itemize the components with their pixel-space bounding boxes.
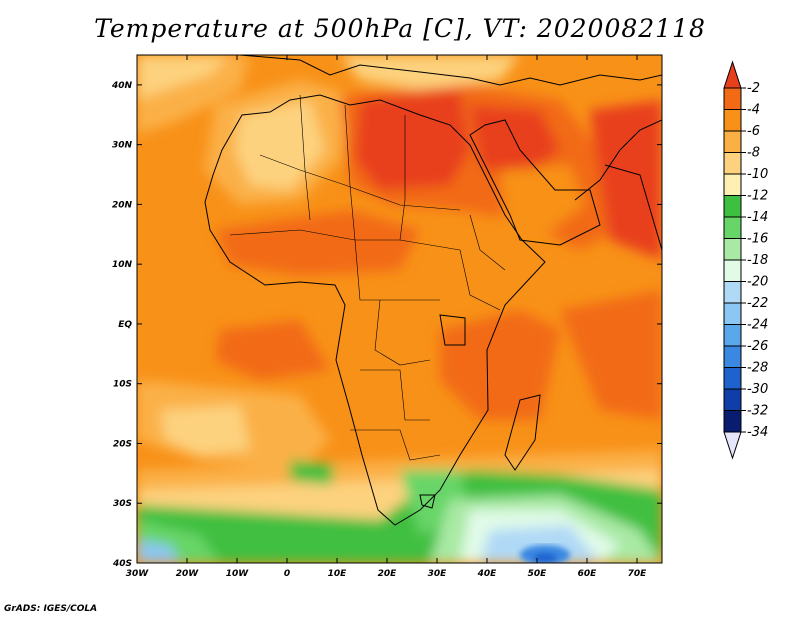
x-tick-label: 0 xyxy=(284,569,290,579)
x-tick-label: 70E xyxy=(628,569,648,579)
colorbar-label: -34 xyxy=(747,425,768,440)
colorbar-label: -14 xyxy=(747,210,768,225)
colorbar-label: -28 xyxy=(747,361,768,376)
y-tick-label: 20S xyxy=(113,439,132,449)
x-tick-label: 30E xyxy=(428,569,448,579)
x-tick-label: 50E xyxy=(528,569,548,579)
x-tick-label: 10E xyxy=(328,569,348,579)
x-tick-label: 30W xyxy=(126,569,150,579)
colorbar-swatch xyxy=(723,324,742,347)
y-tick-label: EQ xyxy=(118,320,132,330)
colorbar-label: -4 xyxy=(747,103,760,118)
colorbar-swatch xyxy=(723,302,742,325)
x-tick-label: 40E xyxy=(477,569,498,579)
y-axis: 40S 30S 20S 10S EQ 10N 20N 30N 40N xyxy=(111,81,662,569)
x-tick-label: 10W xyxy=(226,569,250,579)
y-tick-label: 40N xyxy=(111,81,133,91)
colorbar-swatch xyxy=(723,367,742,390)
colorbar-swatch xyxy=(723,410,742,433)
colorbar-swatch xyxy=(723,109,742,132)
y-tick-label: 10N xyxy=(112,260,133,270)
colorbar-label: -12 xyxy=(747,189,768,204)
colorbar-swatch xyxy=(723,281,742,304)
x-tick-label: 20E xyxy=(378,569,398,579)
colorbar-label: -18 xyxy=(747,253,768,268)
grads-credit: GrADS: IGES/COLA xyxy=(4,604,98,614)
colorbar-swatch xyxy=(723,345,742,368)
colorbar-bottom-arrow xyxy=(723,431,742,460)
colorbar-label: -30 xyxy=(747,382,768,397)
y-tick-label: 40S xyxy=(112,559,132,569)
colorbar-swatch xyxy=(723,87,742,110)
colorbar: -2 -4 -6 -8 -10 -12 -14 -16 -18 -20 -22 -24 -26 -28 -3… xyxy=(723,60,768,460)
y-tick-label: 30S xyxy=(113,499,132,509)
colorbar-swatch xyxy=(723,195,742,218)
colorbar-swatch xyxy=(723,152,742,175)
x-axis: 30W 20W 10W 0 10E 20E 30E 40E 50E 60E 70E xyxy=(126,55,647,579)
y-tick-label: 10S xyxy=(113,380,132,390)
chart-title: Temperature at 500hPa [C], VT: 202008211… xyxy=(94,14,706,43)
colorbar-label: -22 xyxy=(747,296,768,311)
colorbar-label: -16 xyxy=(747,232,768,247)
y-tick-label: 20N xyxy=(112,200,133,210)
colorbar-label: -24 xyxy=(747,318,768,333)
colorbar-label: -6 xyxy=(747,124,760,139)
y-tick-label: 30N xyxy=(112,141,133,151)
colorbar-swatch xyxy=(723,259,742,282)
colorbar-label: -8 xyxy=(747,146,760,161)
colorbar-label: -2 xyxy=(747,81,760,96)
x-tick-label: 20W xyxy=(176,569,200,579)
colorbar-label: -20 xyxy=(747,275,768,290)
colorbar-swatch xyxy=(723,216,742,239)
colorbar-top-arrow xyxy=(723,60,742,89)
colorbar-swatch xyxy=(723,388,742,411)
coastline-layer xyxy=(204,55,662,526)
colorbar-label: -26 xyxy=(747,339,768,354)
colorbar-swatch xyxy=(723,173,742,196)
colorbar-label: -32 xyxy=(747,404,768,419)
map-frame xyxy=(136,54,663,564)
colorbar-label: -10 xyxy=(747,167,768,182)
borders-layer xyxy=(229,94,506,461)
temperature-field xyxy=(137,55,662,563)
colorbar-swatch xyxy=(723,130,742,153)
colorbar-swatch xyxy=(723,238,742,261)
x-tick-label: 60E xyxy=(578,569,598,579)
